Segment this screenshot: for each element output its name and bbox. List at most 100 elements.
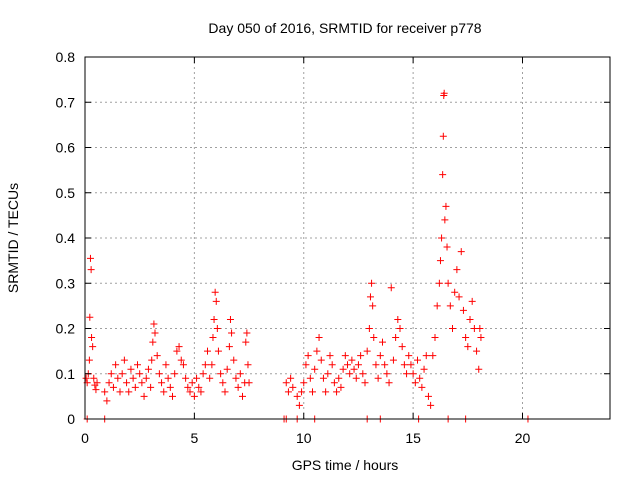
y-tick-label: 0: [67, 411, 75, 427]
data-point: [244, 361, 252, 369]
data-point: [361, 379, 369, 387]
data-point: [173, 347, 181, 355]
data-point: [114, 374, 122, 382]
data-point: [242, 338, 250, 346]
data-point: [385, 379, 393, 387]
data-point: [468, 297, 476, 305]
data-point: [311, 365, 319, 373]
data-point: [363, 347, 371, 355]
data-point: [162, 361, 170, 369]
data-point: [322, 388, 330, 396]
data-point: [89, 343, 97, 351]
data-point: [149, 338, 157, 346]
data-point: [195, 383, 203, 391]
data-point: [136, 370, 144, 378]
data-point: [427, 401, 435, 409]
data-point: [442, 202, 450, 210]
data-point: [407, 361, 415, 369]
data-point: [420, 365, 428, 373]
data-point: [186, 388, 194, 396]
data-point: [414, 356, 421, 364]
data-point: [439, 171, 447, 179]
data-point: [473, 347, 481, 355]
data-point: [365, 325, 373, 332]
data-point: [462, 334, 470, 342]
x-tick-label: 15: [405, 430, 421, 446]
data-point: [298, 388, 306, 396]
data-point: [101, 388, 109, 396]
y-tick-label: 0.7: [56, 94, 76, 110]
data-point: [354, 361, 362, 369]
y-tick-label: 0.4: [56, 230, 76, 246]
data-point: [134, 361, 141, 369]
data-point: [210, 315, 218, 323]
data-point: [199, 370, 207, 378]
x-tick-label: 0: [81, 430, 89, 446]
data-point: [352, 374, 360, 382]
data-point: [337, 383, 345, 391]
data-point: [223, 365, 231, 373]
data-point: [153, 352, 161, 360]
y-tick-label: 0.2: [56, 321, 76, 337]
axis-ticks: [84, 56, 610, 420]
data-point: [379, 338, 386, 346]
data-point: [208, 361, 216, 369]
data-point: [182, 374, 190, 382]
data-point: [392, 334, 400, 342]
data-point: [476, 325, 484, 332]
data-point: [457, 248, 465, 256]
data-point: [211, 288, 219, 296]
data-point: [184, 383, 192, 391]
data-point: [151, 329, 159, 337]
data-point: [92, 386, 100, 394]
data-point: [405, 352, 413, 360]
data-point: [179, 361, 187, 369]
data-point: [409, 370, 417, 378]
data-point: [221, 388, 229, 396]
data-point: [213, 325, 221, 332]
data-point: [357, 352, 365, 360]
data-point: [109, 383, 117, 391]
data-point: [370, 334, 378, 342]
data-point: [455, 293, 463, 301]
data-point: [103, 397, 111, 405]
data-point: [348, 356, 356, 364]
data-point: [346, 370, 354, 378]
data-point: [444, 279, 452, 287]
data-point: [466, 315, 474, 323]
data-point: [209, 334, 217, 342]
data-point: [381, 361, 389, 369]
data-point: [282, 379, 290, 387]
data-point: [366, 293, 374, 301]
data-point: [453, 266, 461, 274]
data-point: [105, 379, 113, 387]
data-point: [394, 315, 402, 323]
y-tick-label: 0.1: [56, 366, 76, 382]
data-point: [87, 266, 95, 274]
data-point: [127, 365, 135, 373]
data-point: [459, 306, 467, 314]
data-point: [164, 374, 172, 382]
grid-lines: [85, 57, 610, 419]
data-point: [313, 347, 321, 355]
data-point: [359, 370, 367, 378]
data-point: [245, 379, 253, 387]
data-point: [188, 379, 196, 387]
data-point: [317, 356, 325, 364]
data-point: [155, 370, 163, 378]
data-point: [451, 288, 459, 296]
data-point: [475, 365, 483, 373]
data-point: [232, 374, 240, 382]
data-point: [201, 361, 209, 369]
data-point: [193, 374, 201, 382]
data-point: [326, 352, 334, 360]
data-point: [120, 356, 128, 364]
data-point: [422, 352, 430, 360]
data-point: [85, 356, 93, 364]
data-point: [236, 370, 244, 378]
data-point: [138, 379, 146, 387]
data-point: [140, 392, 148, 400]
y-tick-label: 0.3: [56, 275, 76, 291]
x-tick-label: 20: [515, 430, 531, 446]
data-point: [129, 374, 137, 382]
